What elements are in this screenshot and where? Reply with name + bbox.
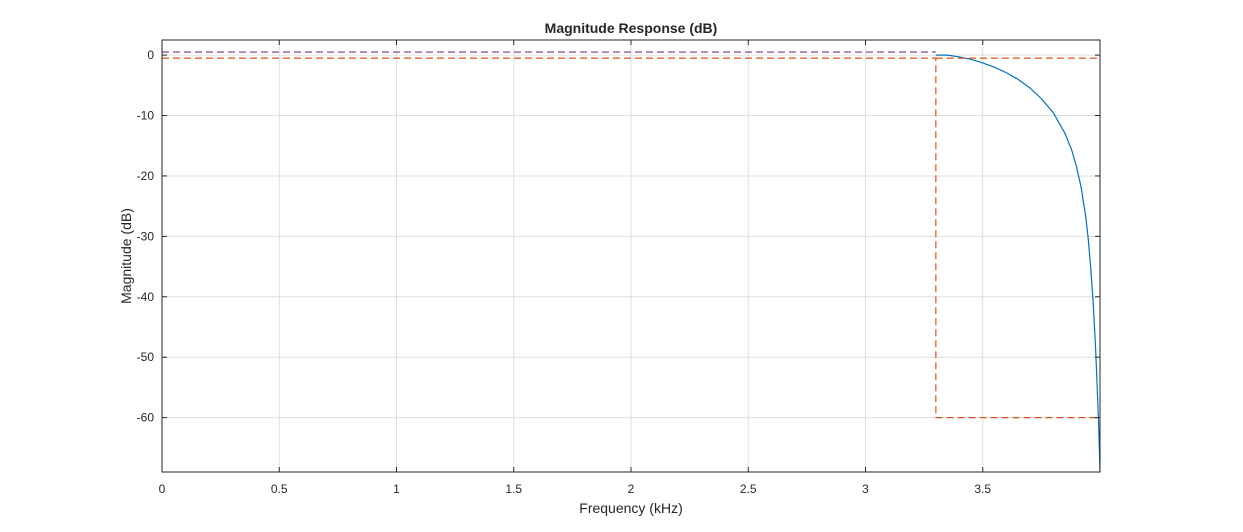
y-tick-label: 0 xyxy=(147,48,154,62)
y-tick-label: -20 xyxy=(137,169,155,183)
x-tick-label: 1 xyxy=(393,482,400,496)
grid-lines xyxy=(161,40,1100,472)
y-tick-label: -10 xyxy=(137,109,155,123)
y-tick-label: -30 xyxy=(137,229,155,243)
x-axis-label: Frequency (kHz) xyxy=(579,500,682,516)
x-tick-label: 0.5 xyxy=(271,482,288,496)
y-tick-label: -60 xyxy=(137,411,155,425)
axis-ticks: 0 0.5 1 1.5 2 2.5 3 3.5 0 -10 -20 -30 -40 -50 -60 xyxy=(137,40,1100,496)
y-axis-label: Magnitude (dB) xyxy=(118,208,134,304)
series-line-1 xyxy=(935,54,1101,473)
x-tick-label: 1.5 xyxy=(505,482,522,496)
y-tick-label: -40 xyxy=(137,290,155,304)
y-tick-label: -50 xyxy=(137,350,155,364)
series-line-2 xyxy=(162,57,1100,419)
x-tick-label: 2.5 xyxy=(740,482,757,496)
plot-series xyxy=(162,51,1101,473)
x-tick-label: 3 xyxy=(862,482,869,496)
x-tick-label: 2 xyxy=(628,482,635,496)
chart-title: Magnitude Response (dB) xyxy=(545,20,718,36)
x-tick-label: 3.5 xyxy=(974,482,991,496)
x-tick-label: 0 xyxy=(159,482,166,496)
